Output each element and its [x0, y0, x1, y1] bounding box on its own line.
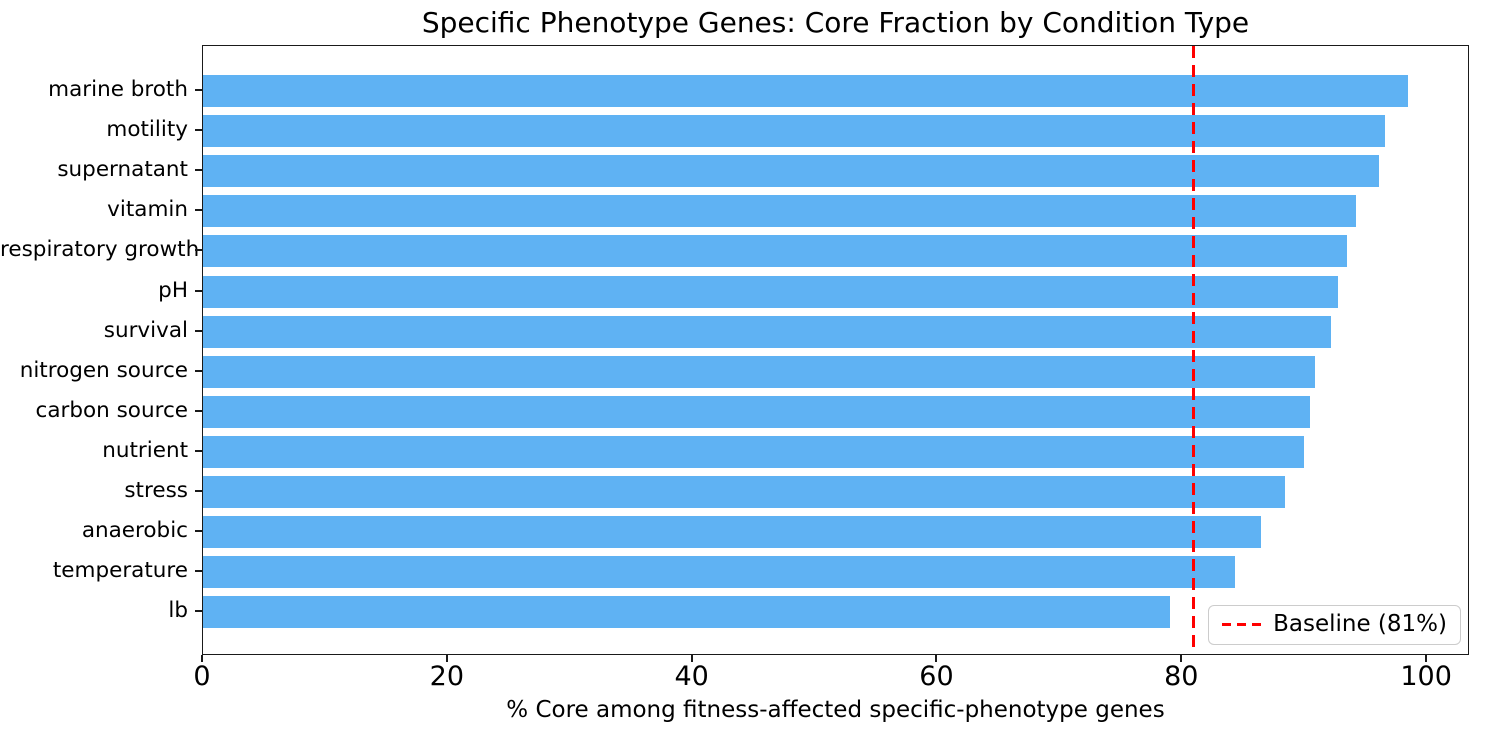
x-tick [201, 655, 203, 662]
x-tick-label: 0 [193, 661, 211, 692]
bar [203, 516, 1262, 549]
y-tick [195, 409, 202, 412]
y-tick-label: nitrogen source [19, 357, 188, 383]
x-tick-label: 60 [919, 661, 954, 692]
x-tick-label: 40 [674, 661, 709, 692]
x-axis-label: % Core among fitness-affected specific-p… [506, 697, 1165, 723]
chart-title: Specific Phenotype Genes: Core Fraction … [421, 6, 1250, 39]
y-tick [195, 289, 202, 292]
bar [203, 476, 1285, 508]
y-tick [195, 490, 202, 492]
baseline-legend-line-icon [1222, 623, 1262, 626]
bar [203, 275, 1339, 308]
y-tick-label: temperature [52, 558, 188, 584]
y-tick-label: carbon source [35, 397, 189, 423]
bar [203, 155, 1379, 188]
y-tick [195, 209, 202, 212]
plot-area: Baseline (81%) [202, 45, 1469, 655]
bar [203, 195, 1356, 228]
y-tick-label: marine broth [48, 77, 188, 102]
bar [203, 315, 1332, 348]
y-tick [195, 369, 202, 372]
y-tick [195, 530, 202, 533]
y-tick [195, 129, 202, 132]
baseline-legend-label: Baseline (81%) [1273, 611, 1447, 637]
y-tick-label: stress [124, 478, 188, 503]
y-tick [195, 570, 202, 573]
legend: Baseline (81%) [1208, 605, 1461, 645]
bar [203, 115, 1385, 148]
bar [203, 235, 1347, 268]
y-tick-label: lb [168, 598, 188, 624]
y-tick-label: pH [158, 277, 188, 303]
y-tick-label: anaerobic [81, 518, 188, 544]
x-tick [1180, 655, 1183, 662]
y-tick [195, 169, 202, 172]
y-tick-label: respiratory growth [0, 237, 200, 263]
bar [203, 556, 1235, 589]
x-tick-label: 100 [1400, 661, 1452, 692]
y-tick-label: nutrient [102, 437, 188, 463]
x-tick [690, 655, 693, 662]
y-tick [195, 329, 202, 332]
bar [203, 435, 1305, 468]
bar [203, 395, 1311, 428]
y-tick-label: motility [106, 117, 188, 143]
x-tick-label: 20 [429, 661, 465, 692]
x-tick [935, 655, 938, 662]
baseline-line [1191, 46, 1195, 654]
y-tick-label: supernatant [57, 157, 188, 183]
bar [203, 75, 1409, 107]
x-tick [1425, 655, 1428, 662]
y-tick [195, 610, 202, 613]
y-tick [195, 449, 202, 452]
y-tick [195, 89, 202, 91]
y-tick-label: survival [103, 317, 188, 343]
bar [203, 596, 1170, 629]
x-tick [445, 655, 448, 662]
x-tick-label: 80 [1164, 661, 1199, 692]
y-tick-label: vitamin [107, 197, 188, 223]
y-tick [195, 249, 202, 252]
bar [203, 355, 1316, 388]
